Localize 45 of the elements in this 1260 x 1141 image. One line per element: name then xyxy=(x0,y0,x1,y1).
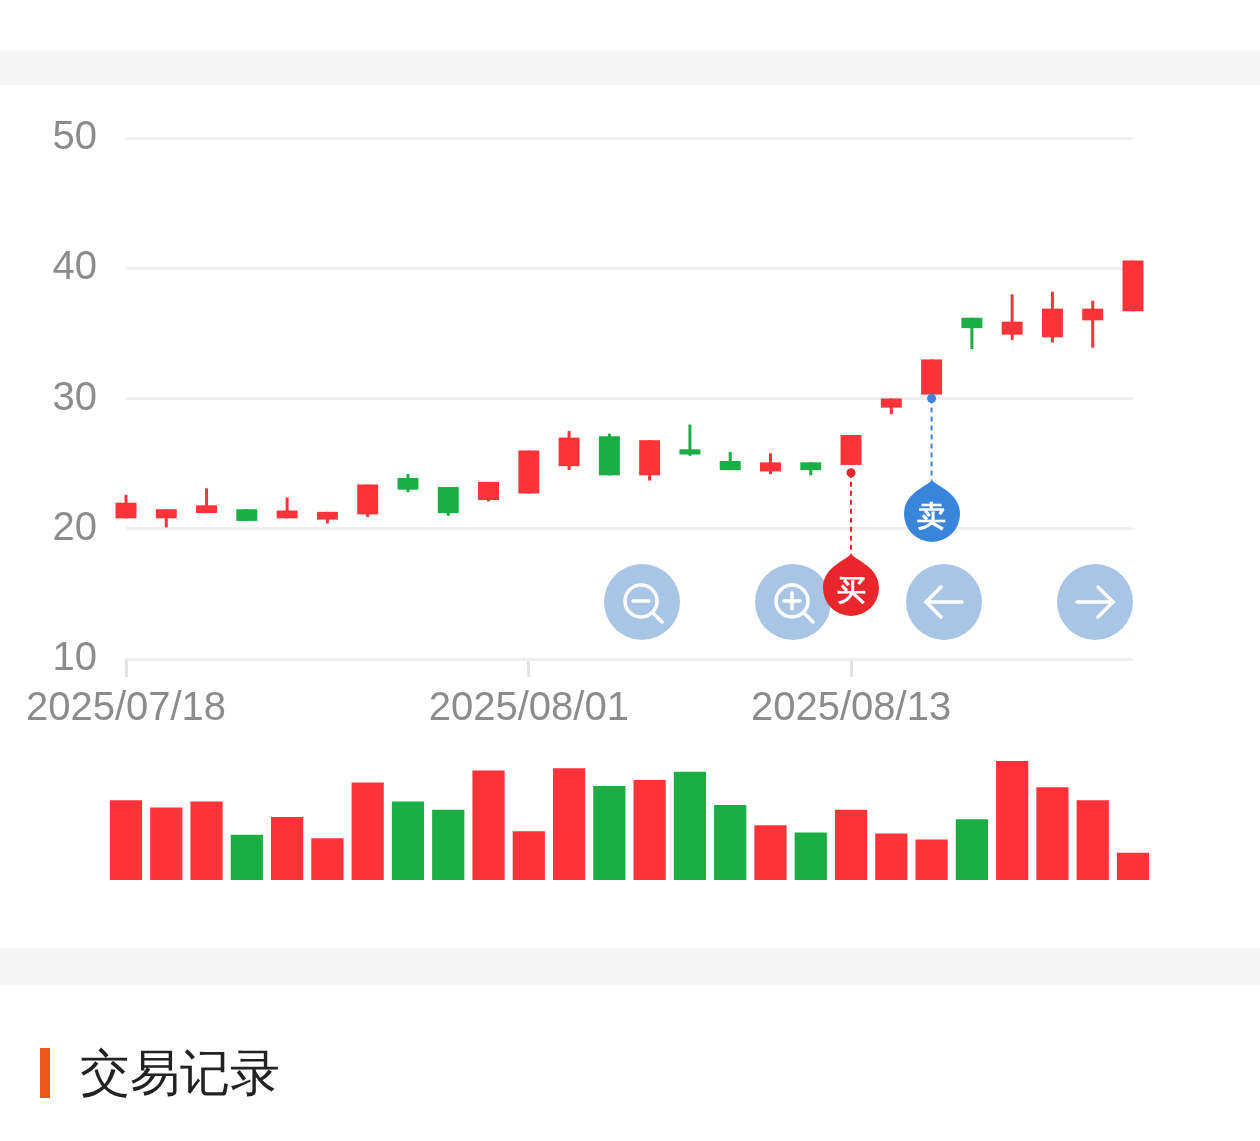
bar xyxy=(714,805,747,880)
bar xyxy=(351,782,384,880)
bar xyxy=(512,831,545,880)
bar xyxy=(472,770,505,880)
annotation: 买 xyxy=(835,572,867,607)
bar xyxy=(754,825,787,880)
x-tick-label: 2025/08/01 xyxy=(428,684,629,729)
bar xyxy=(109,800,143,880)
y-tick-label: 50 xyxy=(52,113,97,158)
y-tick-label: 30 xyxy=(52,373,97,418)
y-tick-label: 40 xyxy=(52,243,97,288)
x-tick-label: 2025/07/18 xyxy=(25,684,227,729)
bar xyxy=(915,839,948,880)
candlestick xyxy=(196,488,218,515)
bar xyxy=(190,801,223,880)
candlestick xyxy=(679,424,701,456)
candlestick xyxy=(397,474,419,493)
x-tick-label: 2025/08/13 xyxy=(750,684,952,729)
bar xyxy=(633,780,666,880)
candlestick xyxy=(760,453,781,476)
bar xyxy=(955,819,988,880)
bar xyxy=(230,834,263,880)
bar xyxy=(1036,787,1069,880)
candlestick xyxy=(155,509,177,528)
bar xyxy=(834,809,868,880)
bar xyxy=(552,768,586,880)
text: 交易记录 xyxy=(80,1043,280,1103)
bar xyxy=(391,801,425,880)
y-tick-label: 10 xyxy=(52,634,97,679)
candlestick xyxy=(1082,299,1104,348)
candlestick xyxy=(961,317,983,350)
bar xyxy=(794,832,827,880)
bar xyxy=(1116,852,1150,880)
bar xyxy=(593,785,626,880)
bar xyxy=(150,807,183,880)
candlestick xyxy=(1001,294,1023,340)
bar xyxy=(875,833,908,880)
bar xyxy=(311,838,344,880)
bar xyxy=(996,761,1029,880)
annotation: 卖 xyxy=(916,498,948,533)
bar xyxy=(673,771,707,880)
bar xyxy=(1076,800,1109,880)
bar xyxy=(432,809,465,880)
y-tick-label: 20 xyxy=(52,503,97,548)
bar xyxy=(271,816,304,880)
